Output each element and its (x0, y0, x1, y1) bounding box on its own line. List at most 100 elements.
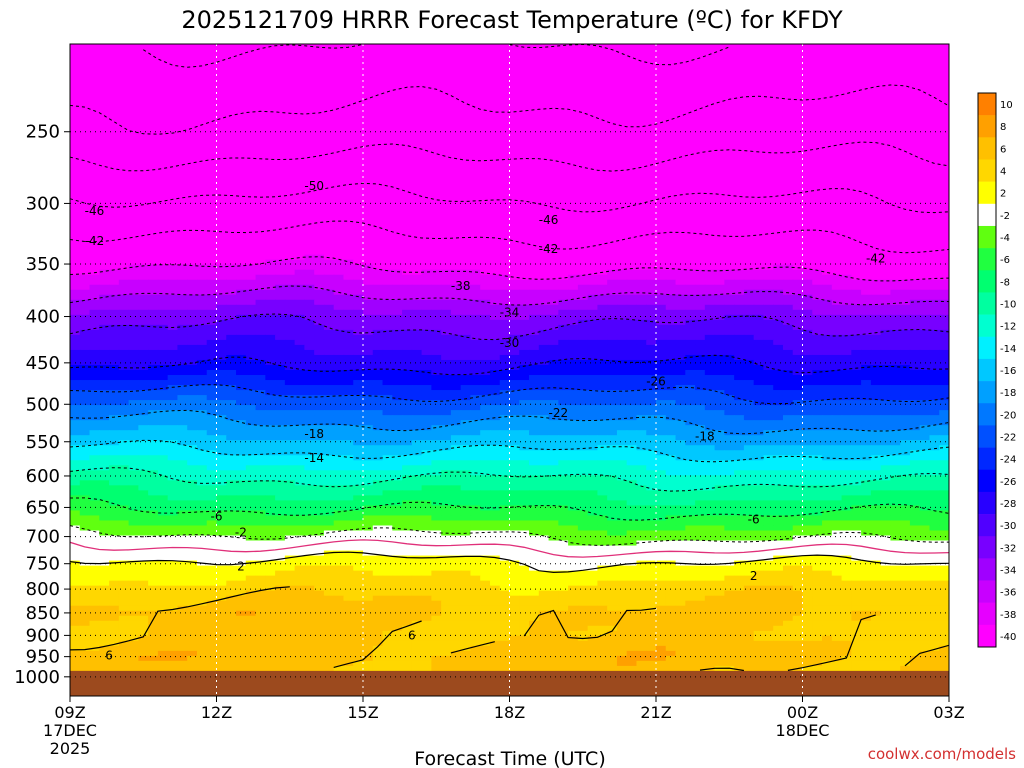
colorbar-swatch (978, 159, 996, 182)
contour-lines (70, 44, 949, 672)
contour-label: -18 (695, 430, 715, 444)
colorbar: 10 8 6 4 2 -2 -4 -6 -8 -10 -12 -14 -16 -18 -20 -22 -24 -2… (977, 92, 1016, 648)
x-tick-sublabel: 18DEC (776, 721, 830, 740)
colorbar-swatch (978, 602, 996, 626)
plot-area: -50-46-46-42-42-42-38-34-30-26-22-18 -18-… (70, 44, 949, 696)
colorbar-label: -6 (1000, 255, 1010, 266)
freezing-line (70, 539, 949, 558)
contour-label: -34 (500, 306, 520, 320)
isotherm-line (70, 84, 949, 135)
x-tick-label: 03Z (933, 703, 964, 722)
colorbar-swatch (978, 292, 996, 315)
y-tick-label: 950 (26, 647, 60, 668)
colorbar-label: -36 (1000, 588, 1016, 599)
isotherm-line (70, 384, 949, 405)
colorbar-label: 8 (1000, 122, 1006, 133)
colorbar-swatch (978, 558, 996, 581)
y-tick-label: 850 (26, 603, 60, 624)
colorbar-swatch (978, 203, 996, 227)
colorbar-label: -12 (1000, 322, 1016, 333)
contour-label: 6 (105, 648, 113, 662)
contour-label: -6 (211, 509, 223, 523)
colorbar-label: -40 (1000, 632, 1016, 643)
contour-labels: -50-46-46-42-42-42-38-34-30-26-22-18 -18-… (85, 179, 886, 662)
contour-label: -6 (748, 512, 760, 526)
colorbar-label: -34 (1000, 565, 1016, 576)
x-tick-year: 2025 (50, 739, 91, 758)
x-tick-label: 15Z (347, 703, 378, 722)
colorbar-label: 6 (1000, 144, 1006, 155)
isotherm-line (70, 467, 949, 492)
chart-title: 2025121709 HRRR Forecast Temperature (ºC… (181, 6, 843, 34)
colorbar-label: -28 (1000, 499, 1016, 510)
colorbar-label: -8 (1000, 277, 1010, 288)
colorbar-swatch (978, 93, 996, 116)
isotherm-line (70, 409, 949, 435)
y-tick-label: 800 (26, 579, 60, 600)
isotherm-line (70, 551, 949, 574)
x-tick-label: 18Z (494, 703, 525, 722)
credit-text: coolwx.com/models (868, 745, 1016, 763)
colorbar-label: -4 (1000, 233, 1010, 244)
y-tick-label: 300 (26, 193, 60, 214)
contour-label: -50 (304, 179, 324, 193)
colorbar-swatch (978, 491, 996, 515)
isotherm-line (70, 354, 949, 376)
colorbar-swatch (978, 248, 996, 271)
colorbar-label: -2 (1000, 211, 1010, 222)
y-tick-label: 500 (26, 394, 60, 415)
colorbar-swatch (978, 536, 996, 559)
colorbar-label: -22 (1000, 432, 1016, 443)
colorbar-swatch (978, 115, 996, 138)
contour-label: -42 (539, 242, 559, 256)
x-axis-label: Forecast Time (UTC) (414, 748, 605, 768)
x-tick-label: 12Z (201, 703, 232, 722)
colorbar-label: -32 (1000, 543, 1016, 554)
colorbar-label: -38 (1000, 610, 1016, 621)
colorbar-swatch (978, 403, 996, 426)
colorbar-label: -24 (1000, 455, 1016, 466)
y-tick-label: 750 (26, 554, 60, 575)
x-tick-sublabel: 17DEC (43, 721, 97, 740)
colorbar-swatch (978, 624, 996, 648)
y-tick-label: 900 (26, 625, 60, 646)
colorbar-swatch (978, 447, 996, 471)
y-tick-label: 450 (26, 353, 60, 374)
colorbar-swatch (978, 336, 996, 360)
colorbar-label: -14 (1000, 344, 1016, 355)
y-tick-label: 400 (26, 307, 60, 328)
colorbar-label: 4 (1000, 167, 1006, 178)
y-tick-label: 700 (26, 527, 60, 548)
isotherm-line (70, 313, 949, 341)
colorbar-swatch (978, 381, 996, 404)
y-axis-ticks: 2503003504004505005506006507007508008509… (14, 122, 70, 688)
colorbar-swatch (978, 514, 996, 537)
colorbar-frame (977, 92, 997, 648)
colorbar-swatch (978, 425, 996, 448)
colorbar-label: -30 (1000, 521, 1016, 532)
contour-label: -38 (451, 279, 471, 293)
contour-label: 6 (408, 628, 416, 642)
y-tick-label: 1000 (14, 667, 60, 688)
y-tick-label: 550 (26, 432, 60, 453)
colorbar-label: -20 (1000, 410, 1016, 421)
contour-label: -46 (85, 204, 105, 218)
colorbar-label: 2 (1000, 189, 1006, 200)
y-tick-label: 250 (26, 122, 60, 143)
colorbar-swatch (978, 270, 996, 293)
isotherm-line (143, 44, 730, 68)
colorbar-swatch (978, 137, 996, 160)
y-tick-label: 650 (26, 497, 60, 518)
colorbar-swatch (978, 181, 996, 205)
colorbar-label: -18 (1000, 388, 1016, 399)
isotherm-line (70, 182, 949, 214)
colorbar-label: -16 (1000, 366, 1016, 377)
colorbar-swatch (978, 580, 996, 603)
x-tick-label: 00Z (787, 703, 818, 722)
contour-label: -22 (549, 406, 569, 420)
isotherm-line (70, 141, 949, 172)
isotherm-line (70, 586, 949, 672)
colorbar-swatch (978, 469, 996, 493)
